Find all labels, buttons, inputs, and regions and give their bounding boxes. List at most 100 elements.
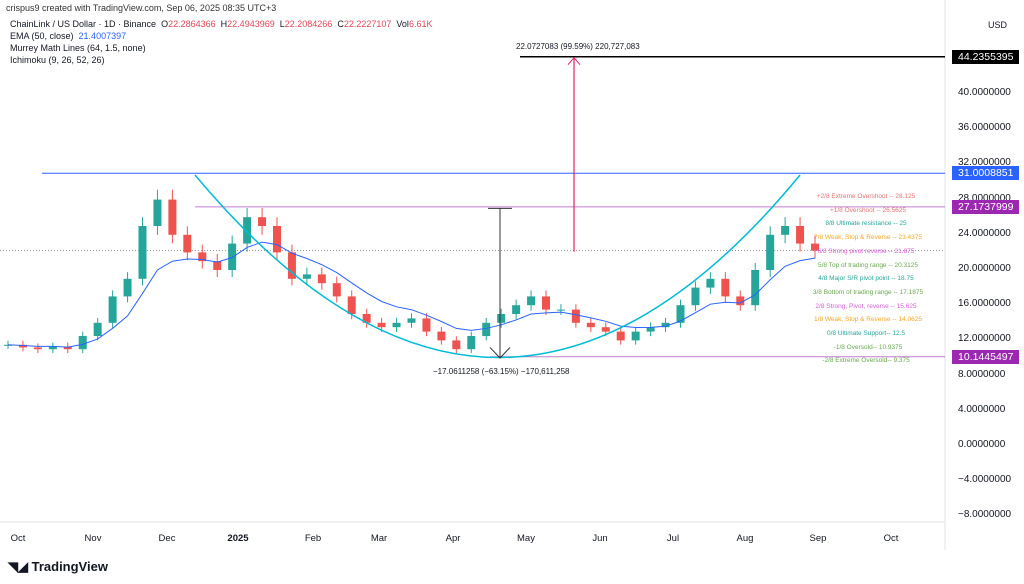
y-tick-label: 4.0000000 (958, 403, 1006, 415)
candle-body (676, 305, 685, 323)
up-measure-label: 22.0727083 (99.59%) 220,727,083 (516, 42, 640, 51)
vol-label: Vol (396, 19, 409, 29)
candle-body (706, 278, 715, 288)
x-tick-label: Nov (84, 533, 102, 544)
x-tick-label: Sep (809, 533, 827, 544)
x-tick-label: 2025 (227, 533, 249, 544)
ichimoku-legend[interactable]: Ichimoku (9, 26, 52, 26) (10, 55, 105, 65)
candle-body (571, 309, 580, 323)
murrey-line-label: 1/8 Weak, Stop & Reverse -- 14.0625 (814, 316, 922, 324)
logo-text: TradingView (31, 559, 108, 574)
candle-body (542, 296, 550, 310)
cup-arc (194, 174, 801, 359)
h-label: H (220, 19, 228, 29)
candle-body (317, 274, 326, 284)
candle-body (721, 278, 730, 297)
candle-body (18, 344, 27, 348)
close-value: 22.2227107 (343, 19, 392, 29)
murrey-legend[interactable]: Murrey Math Lines (64, 1.5, none) (10, 43, 146, 53)
y-tick-label: 12.0000000 (958, 333, 1011, 345)
candle-body (198, 252, 207, 262)
tradingview-logo: ◥◢ TradingView (8, 559, 108, 575)
y-tick-label: −4.0000000 (958, 474, 1012, 486)
candle-body (228, 243, 237, 270)
candle-body (123, 278, 132, 297)
murrey-line-label: +1/8 Overshoot -- 26.5625 (829, 206, 907, 214)
candle-body (616, 331, 625, 341)
murrey-line-label: 6/8 Strong pivot reverse -- 21.875 (817, 247, 915, 255)
price-badge-murrey-top: 27.1737999 (952, 199, 1020, 214)
candle-body (422, 318, 431, 332)
candle-body (751, 270, 760, 306)
candle-body (302, 274, 311, 279)
candle-body (258, 217, 267, 226)
credit-text: crispus9 created with TradingView.com, S… (6, 3, 277, 13)
candle-body (347, 296, 356, 314)
ema-legend[interactable]: EMA (50, close) 21.4007397 (10, 31, 126, 41)
y-tick-label: 24.0000000 (958, 227, 1011, 239)
candle-body (796, 226, 805, 244)
x-tick-label: Dec (158, 533, 176, 544)
currency-label: USD (988, 20, 1008, 30)
candle-body (48, 346, 57, 350)
candle-body (138, 226, 147, 279)
candle-body (273, 226, 281, 253)
candle-body (78, 336, 87, 350)
candle-body (332, 283, 341, 297)
murrey-line-label: 8/8 Ultimate resistance -- 25 (825, 220, 907, 228)
candle-body (287, 252, 296, 279)
candle-body (437, 331, 446, 341)
candle-body (661, 322, 670, 328)
candle-body (63, 346, 72, 350)
open-value: 22.2864366 (168, 19, 216, 29)
candle-body (646, 327, 655, 332)
y-tick-label: 32.0000000 (958, 157, 1011, 169)
candle-body (183, 234, 192, 253)
price-badge-murrey-bottom: 10.1445497 (952, 349, 1020, 364)
x-tick-label: May (517, 533, 535, 544)
candle-body (33, 347, 42, 350)
volume-value: 6.61K (408, 19, 433, 29)
candle-body (766, 234, 775, 270)
x-tick-label: Oct (10, 533, 26, 544)
y-tick-label: −8.0000000 (958, 509, 1012, 521)
symbol-name: ChainLink / US Dollar · 1D · Binance (10, 19, 157, 29)
price-badge-target: 44.2355395 (952, 49, 1020, 64)
down-arrow-icon (489, 347, 511, 359)
candle-body (213, 261, 222, 270)
logo-icon: ◥◢ (8, 559, 32, 574)
murrey-line-label: -1/8 Oversold-- 10.9375 (833, 343, 903, 351)
x-tick-label: Apr (445, 533, 461, 544)
candle-body (527, 296, 536, 306)
candle-body (392, 322, 401, 328)
y-tick-label: 36.0000000 (958, 122, 1011, 134)
candle-body (512, 305, 521, 314)
high-value: 22.4943969 (227, 19, 275, 29)
candle-body (482, 322, 491, 336)
murrey-line-label: 3/8 Bottom of trading range -- 17.1875 (812, 288, 924, 296)
candle-body (601, 327, 610, 332)
candle-body (168, 199, 177, 235)
candle-body (407, 318, 416, 323)
candle-body (586, 322, 595, 328)
x-tick-label: Aug (736, 533, 754, 544)
candle-body (243, 217, 252, 244)
y-tick-label: 28.0000000 (958, 192, 1011, 204)
y-tick-label: 8.0000000 (958, 368, 1006, 380)
ema-value: 21.4007397 (78, 31, 127, 41)
murrey-line-label: 4/8 Major S/R pivot point -- 18.75 (818, 275, 914, 283)
ema-label: EMA (50, close) (10, 31, 74, 41)
murrey-line-label: 5/8 Top of trading range -- 20.3125 (818, 261, 918, 269)
x-tick-label: Feb (304, 533, 322, 544)
murrey-line-label: -2/8 Extreme Oversold-- 9.375 (822, 357, 910, 365)
symbol-legend: ChainLink / US Dollar · 1D · Binance O22… (10, 19, 432, 29)
candle-body (781, 226, 790, 235)
ema-line (7, 241, 816, 348)
y-tick-label: 0.0000000 (958, 439, 1006, 450)
c-label: C (337, 19, 344, 29)
candle-body (108, 296, 117, 323)
low-value: 22.2084266 (284, 19, 333, 29)
candle-body (691, 287, 700, 306)
x-tick-label: Jun (592, 533, 608, 544)
